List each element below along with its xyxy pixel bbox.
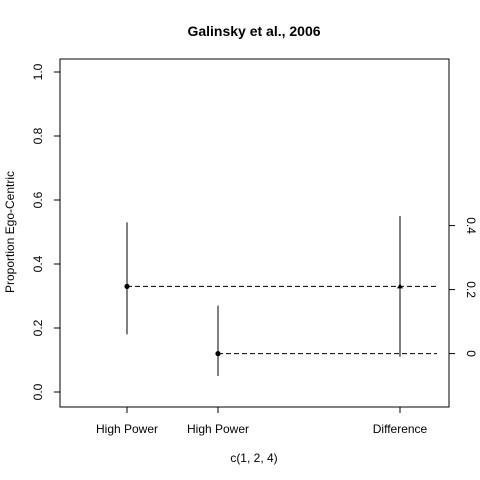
x-tick-label: High Power	[187, 422, 249, 436]
difference-point	[397, 283, 403, 289]
data-marks	[124, 216, 403, 376]
reference-lines	[127, 285, 437, 355]
y-axis-label: Proportion Ego-Centric	[3, 171, 17, 293]
y-tick-label: 0.8	[31, 127, 45, 144]
y-tick-label: 0.4	[31, 255, 45, 272]
data-point	[124, 283, 130, 289]
left-y-axis: 0.0 0.2 0.4 0.6 0.8 1.0	[31, 63, 60, 400]
y-tick-label: 0.0	[31, 383, 45, 400]
x-axis-label: c(1, 2, 4)	[230, 451, 277, 465]
chart-title: Galinsky et al., 2006	[187, 23, 320, 39]
x-tick-label: High Power	[96, 422, 158, 436]
right-tick-label: 0.2	[464, 281, 478, 298]
x-tick-label: Difference	[373, 422, 428, 436]
right-tick-label: 0	[464, 350, 478, 357]
y-tick-label: 1.0	[31, 63, 45, 80]
x-axis: High Power High Power Difference	[96, 407, 428, 436]
data-point	[215, 351, 221, 357]
right-tick-label: 0.4	[464, 217, 478, 234]
y-tick-label: 0.6	[31, 191, 45, 208]
right-y-axis: 0 0.2 0.4	[448, 217, 478, 357]
y-tick-label: 0.2	[31, 319, 45, 336]
